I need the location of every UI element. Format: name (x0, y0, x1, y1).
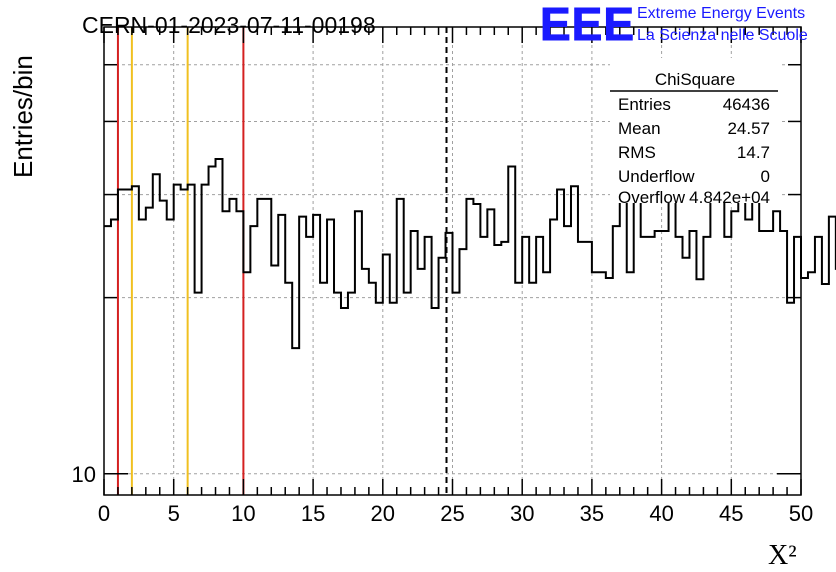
x-tick-label: 0 (98, 501, 110, 526)
logo-line-2: La Scienza nelle Scuole (637, 27, 808, 44)
stats-label-underflow: Underflow (618, 167, 695, 186)
stats-box: ChiSquare Entries 46436 Mean 24.57 RMS 1… (610, 58, 780, 207)
marker-lines (116, 27, 448, 495)
x-tick-label: 50 (789, 501, 813, 526)
stats-value-rms: 14.7 (737, 143, 770, 162)
stats-value-underflow: 0 (761, 167, 770, 186)
stats-value-entries: 46436 (723, 95, 770, 114)
x-tick-label: 10 (231, 501, 255, 526)
x-tick-label: 25 (440, 501, 464, 526)
x-tick-label: 45 (719, 501, 743, 526)
stats-title: ChiSquare (655, 70, 735, 89)
stats-value-mean: 24.57 (727, 119, 770, 138)
stats-label-overflow: Overflow (618, 188, 686, 207)
axis-ticks: 0 5 10 15 20 25 30 35 40 45 50 10 (72, 27, 813, 526)
run-title: CERN-01-2023-07-11-00198 (82, 12, 376, 38)
logo-line-1: Extreme Energy Events (637, 5, 805, 22)
eee-logo: EEE (540, 0, 635, 50)
x-axis-label: X² (768, 540, 797, 571)
x-tick-label: 30 (510, 501, 534, 526)
x-tick-label: 40 (649, 501, 673, 526)
y-axis-label: Entries/bin (8, 55, 38, 178)
x-tick-label: 35 (580, 501, 604, 526)
x-tick-label: 15 (301, 501, 325, 526)
stats-label-entries: Entries (618, 95, 671, 114)
stats-label-mean: Mean (618, 119, 661, 138)
y-tick-label: 10 (72, 462, 96, 487)
x-tick-label: 20 (371, 501, 395, 526)
x-tick-label: 5 (168, 501, 180, 526)
stats-label-rms: RMS (618, 143, 656, 162)
stats-value-overflow: 4.842e+04 (689, 188, 770, 207)
